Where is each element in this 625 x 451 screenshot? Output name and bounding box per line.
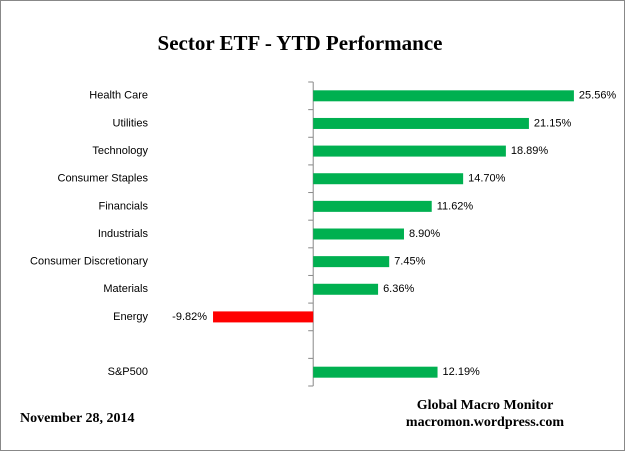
bar (313, 228, 404, 240)
value-label: 8.90% (409, 228, 440, 240)
y-tick-label: Consumer Discretionary (30, 256, 148, 268)
bar (313, 145, 506, 157)
bar (313, 173, 464, 185)
value-label: 6.36% (383, 283, 414, 295)
source-note: Global Macro Monitor (417, 398, 554, 413)
y-tick-label: Health Care (89, 90, 148, 102)
y-tick-label: Industrials (98, 228, 149, 240)
date-note: November 28, 2014 (20, 411, 134, 426)
y-tick-label: Utilities (113, 117, 149, 129)
y-tick-label: S&P500 (108, 366, 148, 378)
value-label: -9.82% (172, 311, 207, 323)
value-label: 21.15% (534, 117, 572, 129)
bar (313, 283, 379, 295)
value-label: 25.56% (579, 90, 617, 102)
y-tick-label: Materials (103, 283, 148, 295)
bar (213, 311, 314, 323)
bar (313, 200, 432, 212)
chart-title: Sector ETF - YTD Performance (158, 31, 443, 55)
y-tick-label: Financials (98, 200, 148, 212)
value-label: 7.45% (394, 256, 425, 268)
y-tick-label: Energy (113, 311, 148, 323)
source-note: macromon.wordpress.com (406, 415, 564, 430)
value-label: 12.19% (443, 366, 481, 378)
bar (313, 256, 390, 268)
y-tick-label: Consumer Staples (58, 173, 149, 185)
value-label: 11.62% (437, 200, 474, 212)
bar (313, 117, 529, 129)
bar (313, 90, 574, 102)
value-label: 14.70% (468, 173, 506, 185)
y-tick-label: Technology (92, 145, 148, 157)
bar (313, 366, 438, 378)
value-label: 18.89% (511, 145, 549, 157)
